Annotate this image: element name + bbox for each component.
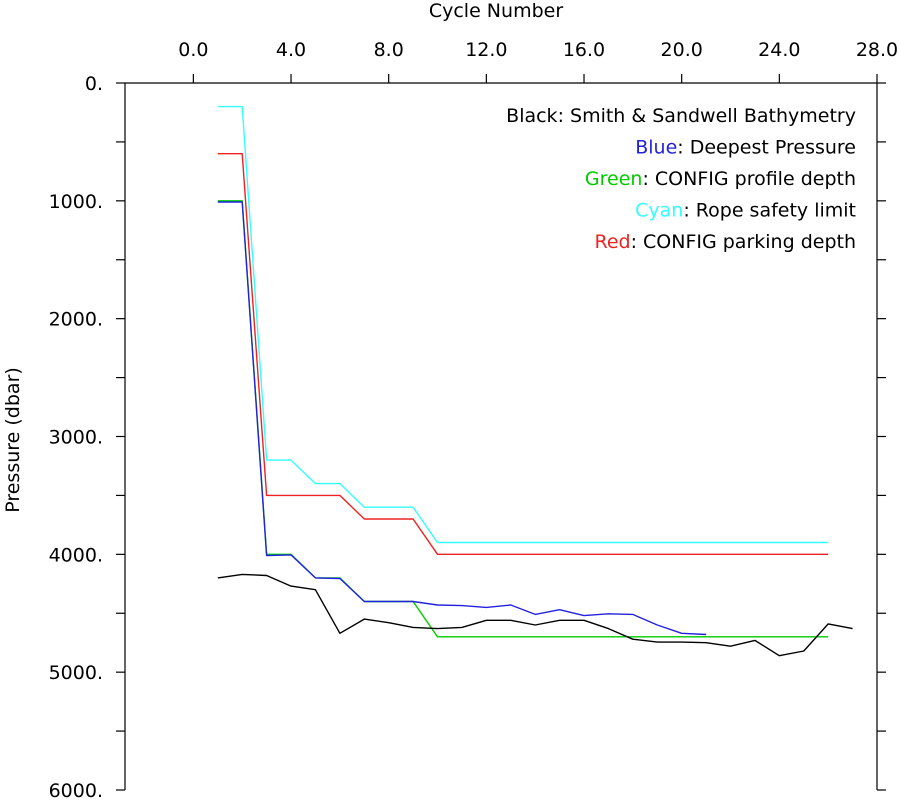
- y-tick-label: 4000.: [49, 544, 103, 566]
- y-tick-label: 5000.: [49, 662, 103, 684]
- x-tick-label: 20.0: [661, 39, 703, 61]
- legend-entry: Red: CONFIG parking depth: [594, 231, 856, 253]
- x-axis-title: Cycle Number: [429, 0, 563, 22]
- x-tick-label: 8.0: [374, 39, 404, 61]
- x-tick-label: 16.0: [563, 39, 605, 61]
- y-tick-label: 1000.: [49, 191, 103, 213]
- legend-text: : Deepest Pressure: [677, 137, 856, 159]
- legend-entry: Green: CONFIG profile depth: [585, 168, 856, 190]
- legend-entry: Blue: Deepest Pressure: [635, 137, 856, 159]
- legend-text: : CONFIG profile depth: [642, 168, 856, 190]
- legend-key: Red: [594, 231, 630, 253]
- series-line-1: [217, 152, 829, 555]
- legend-key: Black: [506, 105, 557, 127]
- legend-text: : Rope safety limit: [683, 200, 856, 222]
- legend-text: : Smith & Sandwell Bathymetry: [558, 105, 856, 127]
- y-tick-label: 2000.: [49, 309, 103, 331]
- x-tick-label: 12.0: [465, 39, 507, 61]
- legend-key: Blue: [635, 137, 677, 159]
- legend-key: Green: [585, 168, 643, 190]
- legend: Black: Smith & Sandwell BathymetryBlue: …: [506, 105, 856, 253]
- legend-key: Cyan: [635, 200, 683, 222]
- legend-text: : CONFIG parking depth: [631, 231, 856, 253]
- x-tick-label: 4.0: [276, 39, 306, 61]
- series-line-0: [217, 105, 829, 544]
- series-line-4: [217, 573, 853, 657]
- y-tick-label: 6000.: [49, 780, 103, 800]
- y-tick-label: 0.: [85, 73, 103, 95]
- x-tick-label: 28.0: [856, 39, 898, 61]
- series-line-3: [217, 201, 707, 636]
- axis-ticks: 0.0 4.0 8.0 12.0 16.0 20.0 24.0 28.0 0. 1000. 2000…: [49, 39, 899, 800]
- x-tick-label: 24.0: [758, 39, 800, 61]
- series-layer: [217, 105, 853, 657]
- legend-entry: Black: Smith & Sandwell Bathymetry: [506, 105, 856, 127]
- x-tick-label: 0.0: [178, 39, 208, 61]
- legend-entry: Cyan: Rope safety limit: [635, 200, 856, 222]
- y-tick-label: 3000.: [49, 427, 103, 449]
- y-axis-title: Pressure (dbar): [2, 367, 24, 513]
